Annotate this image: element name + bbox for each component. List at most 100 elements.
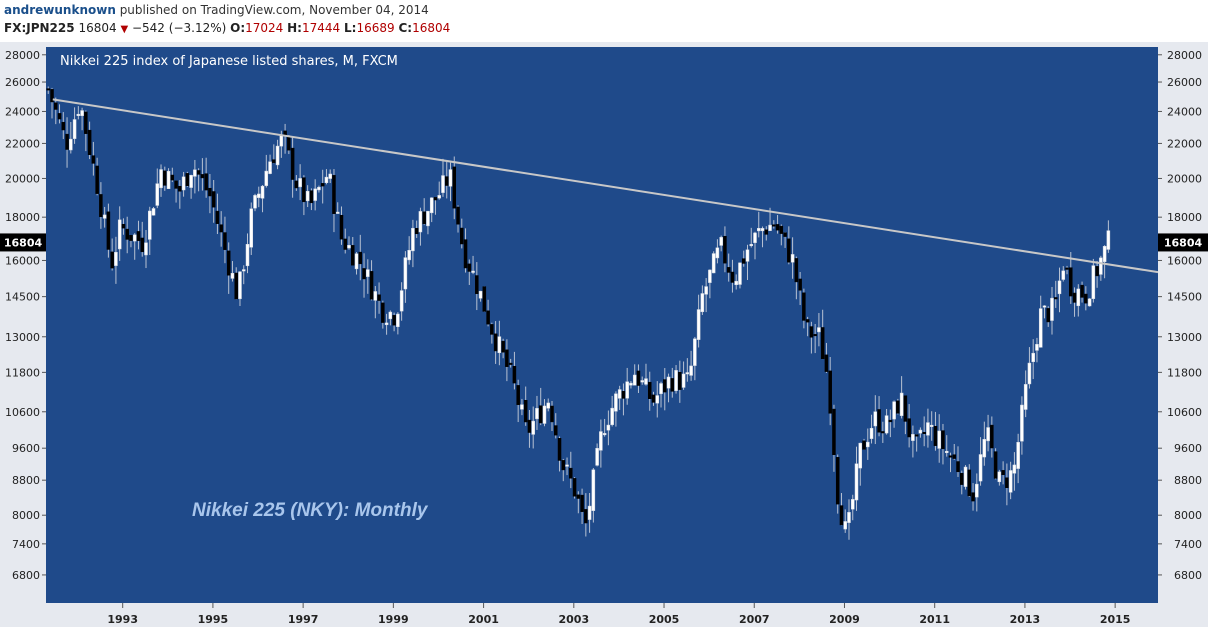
y-tick-label: 8800 (12, 474, 40, 487)
x-tick-label: 1997 (288, 613, 319, 626)
up-candle (1057, 280, 1062, 295)
down-candle (527, 419, 532, 433)
up-candle (114, 252, 118, 266)
up-candle (1087, 298, 1092, 307)
down-candle (952, 454, 956, 459)
low-label: L: (344, 21, 357, 35)
candlestick-series (46, 86, 1111, 540)
down-candle (486, 310, 490, 325)
up-candle (117, 219, 122, 250)
up-candle (275, 145, 280, 166)
up-candle (335, 211, 340, 214)
x-tick-label: 2003 (558, 613, 589, 626)
down-candle (922, 431, 926, 434)
up-candle (76, 113, 81, 116)
trendline[interactable] (52, 98, 1159, 274)
y-tick-label: 14500 (5, 291, 40, 304)
down-candle (456, 206, 460, 225)
up-candle (159, 169, 163, 189)
y-tick-label: 8000 (1174, 509, 1202, 522)
up-candle (257, 193, 261, 198)
up-candle (193, 169, 197, 177)
down-candle (1080, 284, 1084, 298)
down-candle (569, 467, 573, 479)
up-candle (685, 372, 690, 375)
down-candle (1084, 293, 1088, 304)
down-candle (584, 509, 588, 524)
down-candle (422, 211, 426, 225)
down-candle (490, 324, 494, 335)
up-candle (1031, 352, 1035, 363)
up-candle (617, 389, 622, 399)
down-candle (933, 425, 938, 446)
up-candle (1038, 308, 1043, 348)
up-candle (268, 161, 272, 174)
up-candle (148, 210, 152, 240)
price-label-right-bg (1158, 233, 1208, 252)
up-candle (347, 244, 351, 249)
down-candle (294, 180, 299, 189)
up-candle (715, 247, 720, 259)
up-candle (279, 134, 284, 147)
down-candle (140, 237, 144, 253)
up-candle (245, 244, 250, 267)
down-candle (234, 272, 238, 300)
down-candle (914, 434, 919, 437)
up-candle (388, 311, 393, 320)
author-link[interactable]: andrewunknown (4, 3, 116, 17)
down-candle (670, 378, 675, 392)
up-candle (858, 442, 863, 469)
up-candle (790, 254, 795, 263)
up-candle (911, 434, 915, 441)
chart-title: Nikkei 225 index of Japanese listed shar… (60, 54, 398, 69)
x-tick-label: 2007 (739, 613, 770, 626)
up-candle (843, 521, 847, 530)
up-candle (189, 175, 193, 188)
down-candle (125, 228, 129, 240)
up-candle (599, 431, 603, 451)
down-candle (369, 271, 374, 300)
down-candle (505, 349, 509, 367)
down-candle (896, 400, 900, 414)
down-candle (862, 440, 866, 450)
quote-line: FX:JPN225 16804 ▼ −542 (−3.12%) O:17024 … (4, 21, 450, 35)
down-candle (339, 214, 344, 240)
down-candle (730, 271, 735, 283)
down-candle (805, 319, 810, 323)
up-candle (399, 290, 404, 312)
close-value: 16804 (412, 21, 451, 35)
down-candle (941, 430, 945, 450)
down-candle (956, 461, 960, 473)
down-candle (779, 225, 784, 234)
up-candle (847, 512, 851, 523)
down-candle (561, 460, 566, 471)
down-candle (802, 292, 806, 321)
down-candle (302, 177, 306, 203)
y-tick-label: 20000 (1167, 172, 1202, 185)
y-tick-label: 16000 (1167, 254, 1202, 267)
down-candle (508, 362, 513, 365)
up-candle (264, 170, 269, 186)
up-candle (151, 208, 156, 216)
up-candle (899, 392, 904, 416)
y-tick-label: 20000 (5, 172, 40, 185)
down-arrow-icon: ▼ (120, 24, 129, 35)
up-candle (497, 336, 502, 354)
up-candle (429, 197, 434, 214)
down-candle (835, 457, 840, 505)
down-candle (772, 224, 776, 227)
down-candle (493, 333, 498, 352)
price-chart[interactable]: 6800 7400 8000 8800 9600 10600 11800 13000 14500… (0, 42, 1208, 627)
down-candle (787, 238, 791, 263)
up-candle (249, 208, 254, 248)
up-candle (1012, 464, 1017, 474)
up-candle (614, 393, 618, 412)
up-candle (587, 505, 592, 520)
symbol-label[interactable]: FX:JPN225 (4, 21, 75, 35)
x-tick-label: 1995 (198, 613, 229, 626)
down-candle (208, 187, 212, 197)
up-candle (542, 405, 547, 424)
up-candle (1076, 288, 1081, 307)
y-tick-label: 26000 (5, 76, 40, 89)
up-candle (681, 373, 686, 388)
